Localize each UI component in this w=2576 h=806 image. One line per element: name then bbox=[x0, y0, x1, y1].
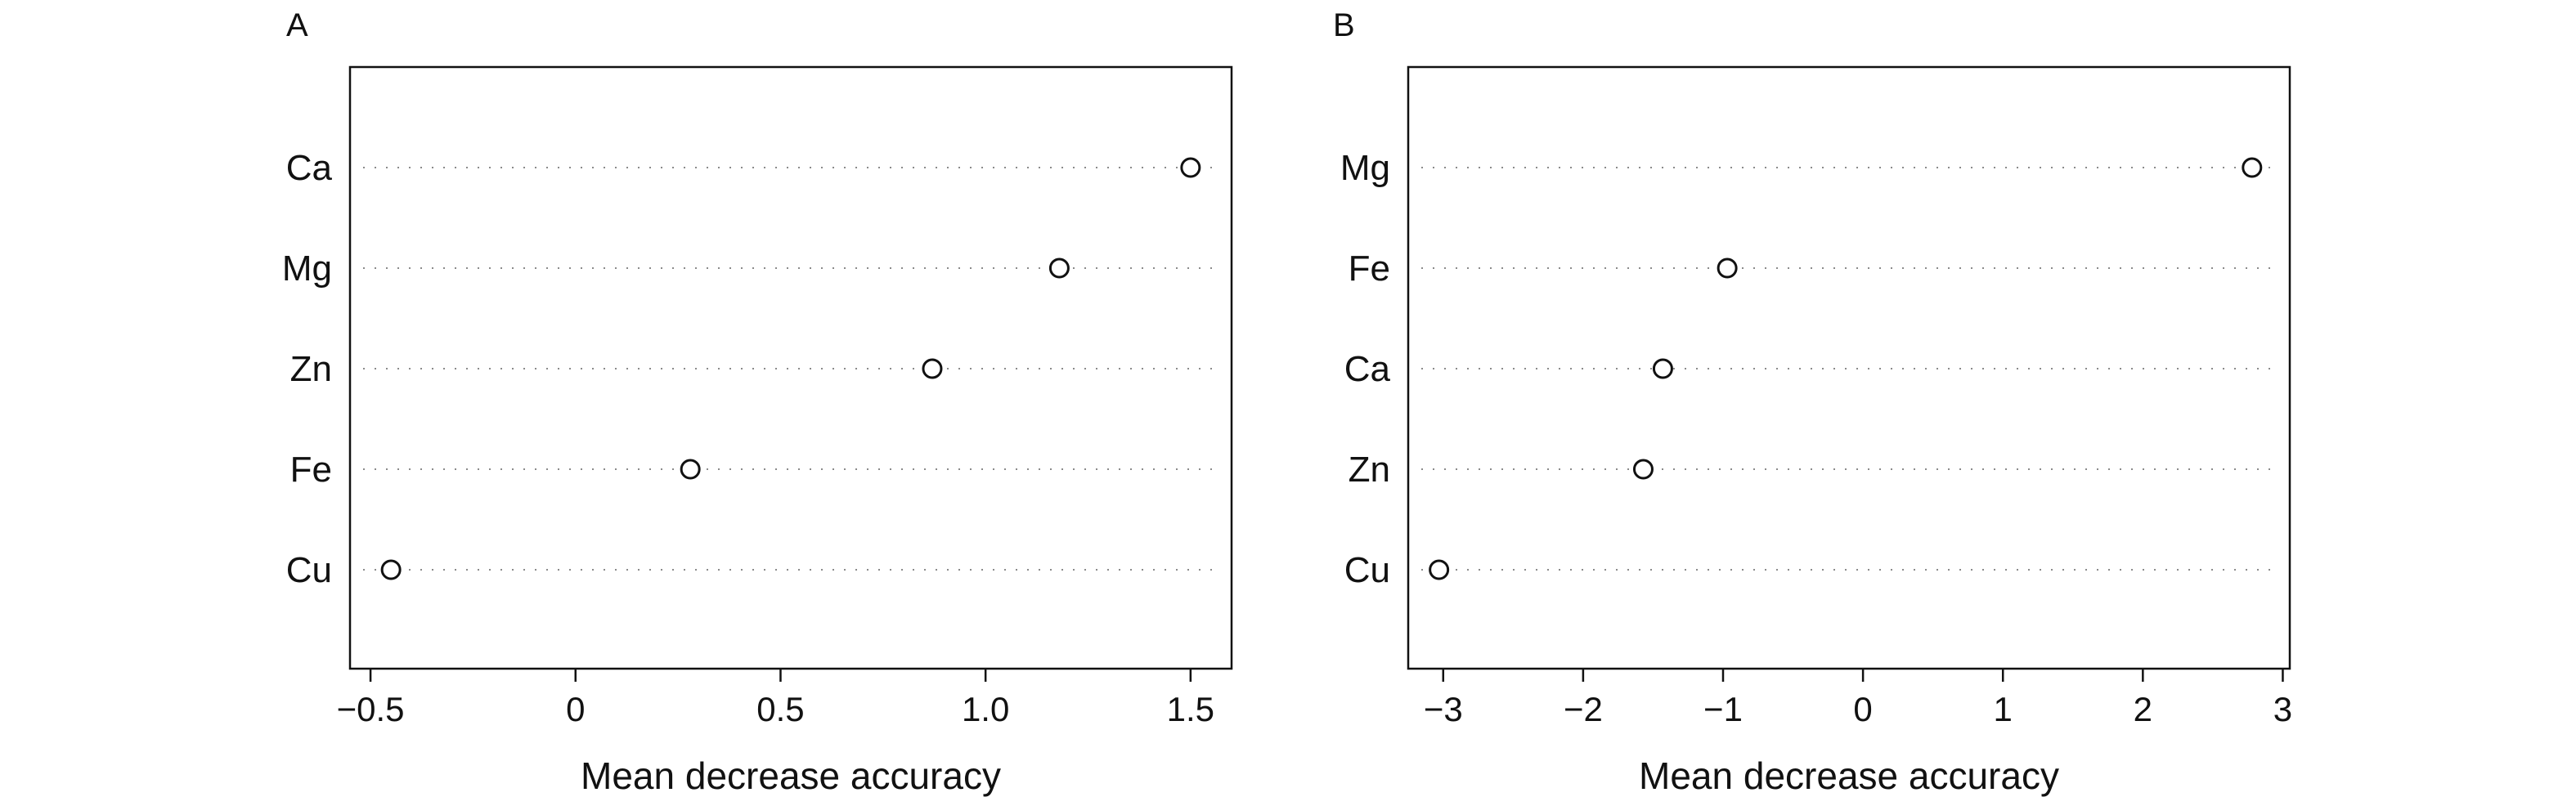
data-point bbox=[1180, 157, 1201, 178]
x-tick-label: 1 bbox=[1994, 690, 2013, 728]
plot-frame bbox=[348, 65, 1233, 670]
data-point bbox=[1632, 459, 1654, 480]
x-tick-label: 1.5 bbox=[1167, 690, 1214, 728]
x-tick-label: 1.0 bbox=[962, 690, 1009, 728]
x-tick-label: 3 bbox=[2273, 690, 2292, 728]
panel-letter: B bbox=[1333, 7, 1355, 43]
plot-frame bbox=[1407, 65, 2291, 670]
data-point bbox=[922, 358, 943, 379]
x-axis-title: Mean decrease accuracy bbox=[581, 755, 1001, 797]
data-point bbox=[1652, 358, 1673, 379]
panel-a: A Ca Mg Zn Fe Cu −0.5 0 0.5 1.0 1.5 Mean decrease a… bbox=[282, 7, 1233, 797]
panel-letter: A bbox=[286, 7, 308, 43]
category-label: Fe bbox=[290, 450, 332, 490]
data-point bbox=[1429, 559, 1450, 580]
x-tick-label: −1 bbox=[1703, 690, 1743, 728]
category-label: Zn bbox=[290, 349, 332, 389]
panel-b: B Mg Fe Ca Zn Cu −3 −2 −1 0 1 2 3 Mean decrease accur… bbox=[1333, 7, 2292, 797]
category-label: Ca bbox=[286, 148, 333, 188]
data-point bbox=[380, 559, 402, 580]
x-tick-label: 0.5 bbox=[756, 690, 804, 728]
data-point bbox=[1048, 257, 1070, 279]
x-tick-label: 2 bbox=[2134, 690, 2152, 728]
data-point bbox=[680, 459, 701, 480]
x-tick-label: −3 bbox=[1424, 690, 1463, 728]
category-label: Cu bbox=[1344, 550, 1390, 590]
x-tick-label: −0.5 bbox=[337, 690, 405, 728]
x-tick-label: 0 bbox=[1853, 690, 1872, 728]
category-label: Zn bbox=[1349, 450, 1390, 490]
category-label: Mg bbox=[282, 249, 332, 289]
x-axis-title: Mean decrease accuracy bbox=[1639, 755, 2059, 797]
x-tick-label: 0 bbox=[566, 690, 585, 728]
x-tick-label: −2 bbox=[1564, 690, 1603, 728]
data-point bbox=[2242, 157, 2263, 178]
data-point bbox=[1717, 257, 1738, 279]
category-label: Ca bbox=[1344, 349, 1391, 389]
category-label: Mg bbox=[1340, 148, 1390, 188]
category-label: Cu bbox=[286, 550, 332, 590]
category-label: Fe bbox=[1349, 249, 1390, 289]
